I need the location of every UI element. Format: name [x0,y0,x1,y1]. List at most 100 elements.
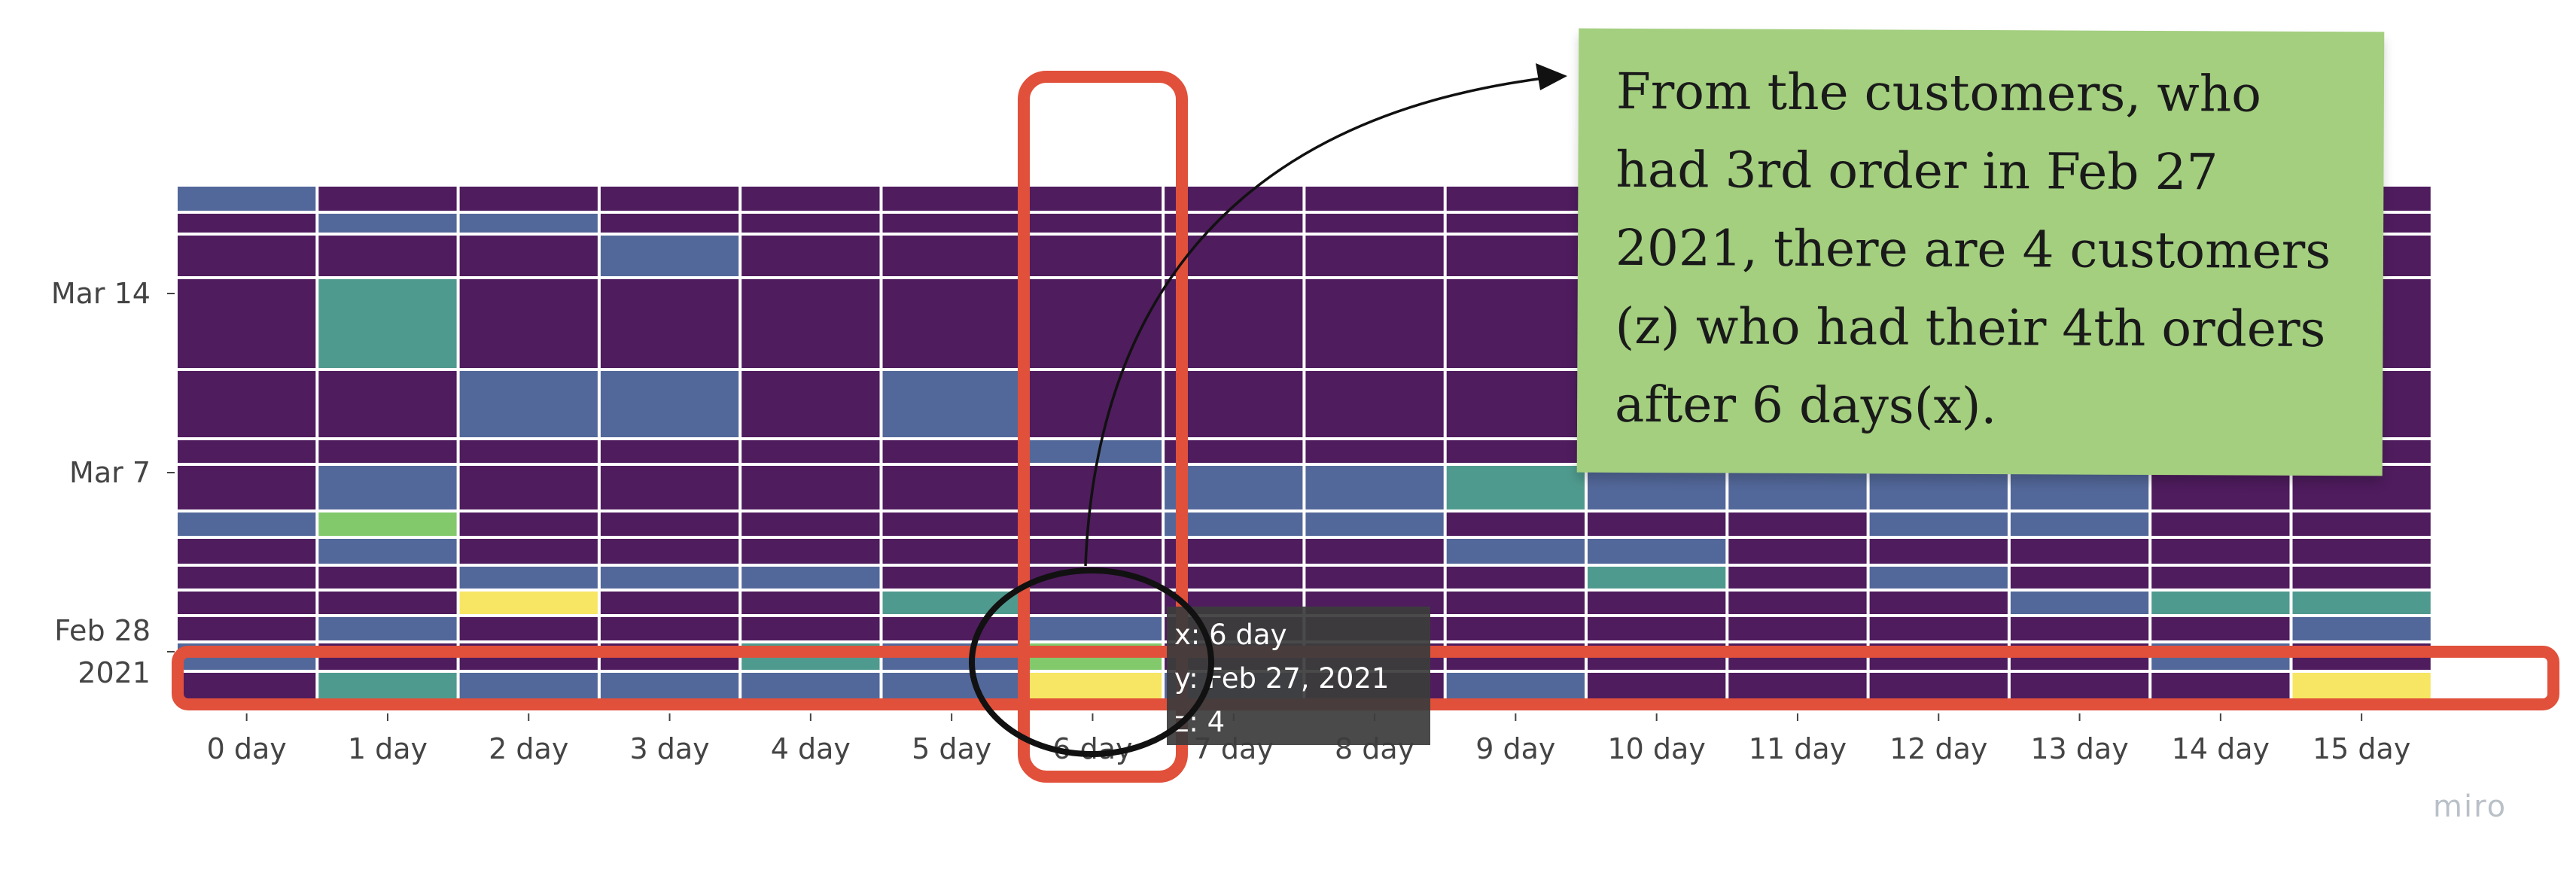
heatmap-cell[interactable] [318,279,457,368]
heatmap-cell[interactable] [2151,567,2290,589]
heatmap-cell[interactable] [1588,466,1726,509]
heatmap-cell[interactable] [882,187,1021,211]
heatmap-cell[interactable] [1869,512,2008,536]
heatmap-cell[interactable] [2292,592,2431,614]
heatmap-cell[interactable] [600,371,739,437]
heatmap-cell[interactable] [882,617,1021,640]
heatmap-cell[interactable] [178,371,316,437]
heatmap-cell[interactable] [600,466,739,509]
heatmap-cell[interactable] [1728,512,1867,536]
heatmap-cell[interactable] [2151,512,2290,536]
heatmap-cell[interactable] [1446,371,1585,437]
heatmap-cell[interactable] [741,512,880,536]
heatmap-cell[interactable] [882,236,1021,276]
heatmap-cell[interactable] [1588,617,1726,640]
heatmap-cell[interactable] [2010,512,2149,536]
heatmap-cell[interactable] [741,466,880,509]
heatmap-cell[interactable] [459,187,598,211]
heatmap-cell[interactable] [741,617,880,640]
heatmap-cell[interactable] [1588,592,1726,614]
heatmap-cell[interactable] [1728,592,1867,614]
heatmap-cell[interactable] [318,567,457,589]
heatmap-cell[interactable] [882,466,1021,509]
heatmap-cell[interactable] [1728,617,1867,640]
heatmap-cell[interactable] [2010,617,2149,640]
heatmap-cell[interactable] [1446,466,1585,509]
heatmap-cell[interactable] [178,617,316,640]
heatmap-cell[interactable] [1446,512,1585,536]
heatmap-cell[interactable] [178,466,316,509]
heatmap-cell[interactable] [1305,466,1444,509]
heatmap-cell[interactable] [2151,592,2290,614]
heatmap-cell[interactable] [1446,592,1585,614]
heatmap-cell[interactable] [1305,567,1444,589]
heatmap-cell[interactable] [600,279,739,368]
heatmap-cell[interactable] [178,236,316,276]
heatmap-cell[interactable] [1023,512,1162,536]
heatmap-cell[interactable] [1446,567,1585,589]
heatmap-cell[interactable] [741,539,880,564]
heatmap-cell[interactable] [741,187,880,211]
heatmap-cell[interactable] [600,592,739,614]
heatmap-cell[interactable] [1305,214,1444,233]
heatmap-cell[interactable] [459,371,598,437]
heatmap-cell[interactable] [1869,617,2008,640]
heatmap-cell[interactable] [318,187,457,211]
heatmap-cell[interactable] [1023,214,1162,233]
heatmap-cell[interactable] [1446,617,1585,640]
heatmap-cell[interactable] [2292,539,2431,564]
heatmap-cell[interactable] [1446,236,1585,276]
heatmap-cell[interactable] [178,567,316,589]
heatmap-cell[interactable] [459,279,598,368]
heatmap-cell[interactable] [1305,279,1444,368]
heatmap-cell[interactable] [2292,512,2431,536]
heatmap-cell[interactable] [1588,512,1726,536]
heatmap-cell[interactable] [741,567,880,589]
heatmap-cell[interactable] [459,539,598,564]
heatmap-cell[interactable] [741,279,880,368]
heatmap-cell[interactable] [459,592,598,614]
heatmap-cell[interactable] [1446,279,1585,368]
heatmap-cell[interactable] [600,236,739,276]
heatmap-cell[interactable] [882,214,1021,233]
heatmap-cell[interactable] [1446,440,1585,463]
heatmap-cell[interactable] [1869,567,2008,589]
heatmap-cell[interactable] [882,539,1021,564]
heatmap-cell[interactable] [1305,512,1444,536]
heatmap-cell[interactable] [741,236,880,276]
heatmap-cell[interactable] [1023,236,1162,276]
heatmap-cell[interactable] [1305,371,1444,437]
heatmap-cell[interactable] [178,539,316,564]
heatmap-cell[interactable] [2010,567,2149,589]
heatmap-cell[interactable] [318,617,457,640]
heatmap-cell[interactable] [318,512,457,536]
heatmap-cell[interactable] [600,440,739,463]
heatmap-cell[interactable] [459,617,598,640]
heatmap-cell[interactable] [178,214,316,233]
heatmap-cell[interactable] [459,567,598,589]
heatmap-cell[interactable] [600,214,739,233]
heatmap-cell[interactable] [1305,236,1444,276]
heatmap-cell[interactable] [741,440,880,463]
heatmap-cell[interactable] [1023,592,1162,614]
heatmap-cell[interactable] [459,512,598,536]
heatmap-cell[interactable] [2292,617,2431,640]
heatmap-cell[interactable] [318,236,457,276]
heatmap-cell[interactable] [318,371,457,437]
heatmap-cell[interactable] [1305,440,1444,463]
heatmap-cell[interactable] [318,466,457,509]
heatmap-cell[interactable] [178,512,316,536]
heatmap-cell[interactable] [1588,539,1726,564]
heatmap-cell[interactable] [318,214,457,233]
heatmap-cell[interactable] [741,592,880,614]
heatmap-cell[interactable] [882,371,1021,437]
heatmap-cell[interactable] [459,214,598,233]
heatmap-cell[interactable] [178,279,316,368]
heatmap-cell[interactable] [882,567,1021,589]
heatmap-cell[interactable] [318,592,457,614]
heatmap-cell[interactable] [318,440,457,463]
heatmap-cell[interactable] [459,466,598,509]
heatmap-cell[interactable] [459,440,598,463]
heatmap-cell[interactable] [600,617,739,640]
heatmap-cell[interactable] [741,371,880,437]
